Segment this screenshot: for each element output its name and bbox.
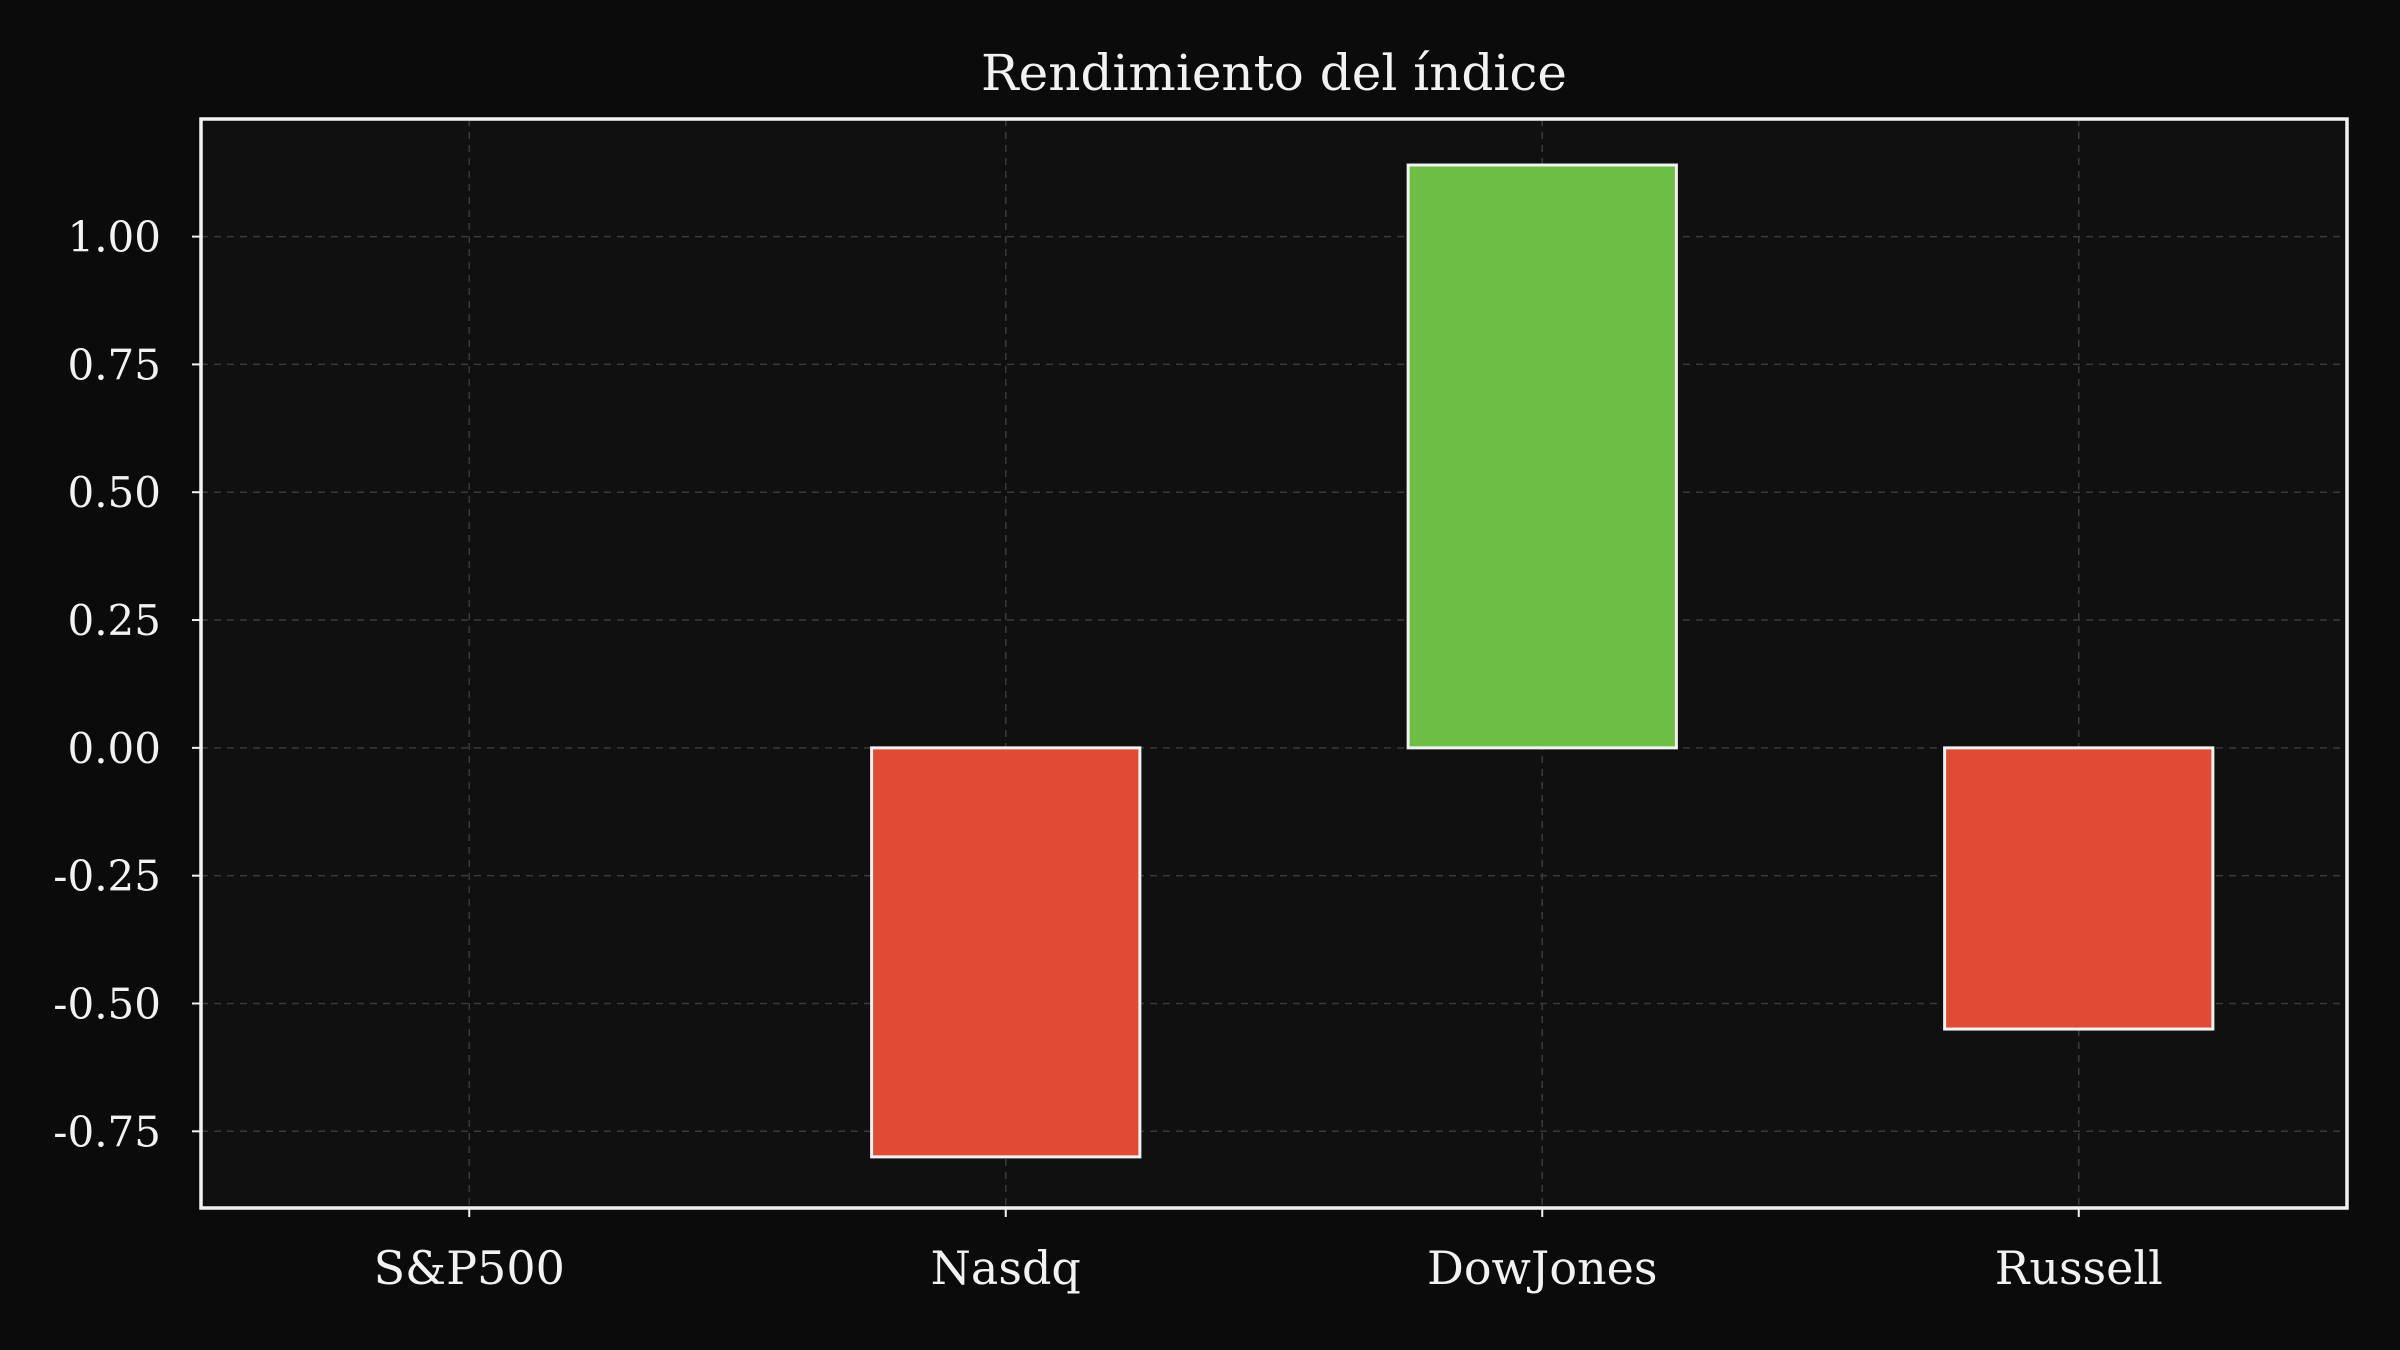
x-tick-label: Russell: [1995, 1241, 2163, 1295]
y-axis-ticks: -0.75 -0.50 -0.25 0.00 0.25 0.50 0.75 1.00: [53, 213, 201, 1156]
y-tick-label: 0.50: [67, 468, 161, 517]
plot-frame: [199, 117, 2349, 1210]
grid-lines: [201, 119, 2347, 1208]
y-tick-label: 0.75: [67, 340, 161, 389]
x-tick-label: S&P500: [374, 1241, 565, 1295]
chart-title: Rendimiento del índice: [981, 44, 1567, 102]
y-tick-label: 0.00: [67, 724, 161, 773]
y-tick-label: 0.25: [67, 596, 161, 645]
plot-background: [201, 119, 2347, 1208]
bars: [870, 163, 2215, 1159]
bar-dowjones: [1406, 163, 1678, 750]
x-tick-label: DowJones: [1427, 1241, 1658, 1295]
y-tick-label: -0.25: [53, 852, 161, 901]
y-tick-label: -0.75: [53, 1107, 161, 1156]
y-tick-label: -0.50: [53, 979, 161, 1028]
x-axis-ticks: S&P500 Nasdq DowJones Russell: [374, 1208, 2163, 1295]
y-tick-label: 1.00: [67, 213, 161, 262]
bar-russell: [1943, 746, 2215, 1031]
x-tick-label: Nasdq: [931, 1241, 1081, 1295]
bar-nasdq: [870, 746, 1142, 1159]
